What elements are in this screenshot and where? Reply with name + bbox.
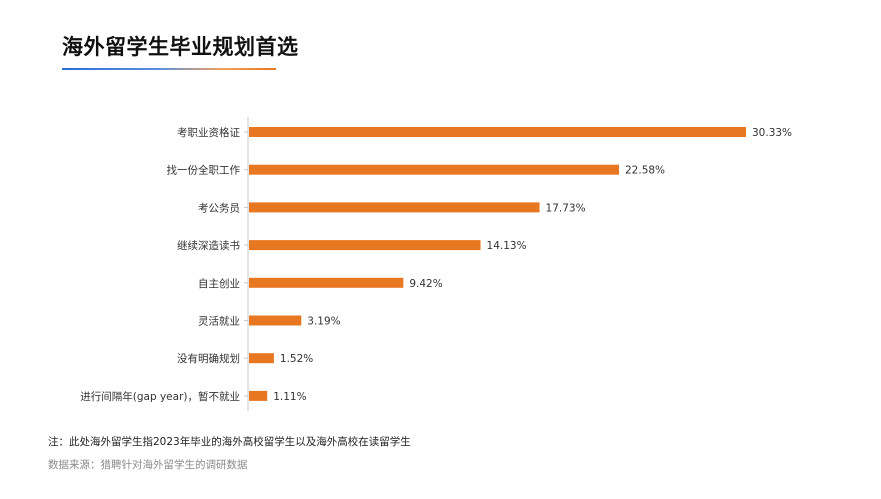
source-note: 数据来源：猎聘针对海外留学生的调研数据 bbox=[48, 459, 248, 471]
value-label: 1.52% bbox=[280, 353, 313, 365]
bar bbox=[249, 315, 302, 326]
footnote: 注：此处海外留学生指2023年毕业的海外高校留学生以及海外高校在读留学生 bbox=[48, 436, 411, 448]
title-underline bbox=[62, 68, 276, 70]
category-label: 考公务员 bbox=[198, 201, 240, 214]
value-label: 14.13% bbox=[487, 240, 527, 252]
value-label: 30.33% bbox=[752, 127, 792, 139]
category-label: 找一份全职工作 bbox=[167, 164, 241, 177]
bar bbox=[249, 277, 404, 288]
bar bbox=[249, 127, 746, 137]
value-label: 17.73% bbox=[546, 202, 586, 214]
value-label: 22.58% bbox=[625, 165, 665, 177]
value-label: 1.11% bbox=[273, 391, 306, 403]
category-label: 继续深造读书 bbox=[177, 239, 240, 252]
bar bbox=[249, 240, 481, 251]
category-label: 自主创业 bbox=[198, 277, 240, 290]
category-label: 灵活就业 bbox=[198, 315, 240, 328]
category-label: 考职业资格证 bbox=[177, 126, 240, 139]
bar bbox=[249, 202, 540, 213]
bar bbox=[249, 353, 274, 364]
category-label: 进行间隔年(gap year)，暂不就业 bbox=[80, 390, 240, 403]
bar bbox=[249, 164, 620, 175]
value-label: 9.42% bbox=[409, 278, 442, 290]
bar bbox=[249, 390, 268, 401]
page-title: 海外留学生毕业规划首选 bbox=[62, 35, 299, 59]
category-label: 没有明确规划 bbox=[177, 352, 240, 365]
value-label: 3.19% bbox=[307, 316, 340, 328]
